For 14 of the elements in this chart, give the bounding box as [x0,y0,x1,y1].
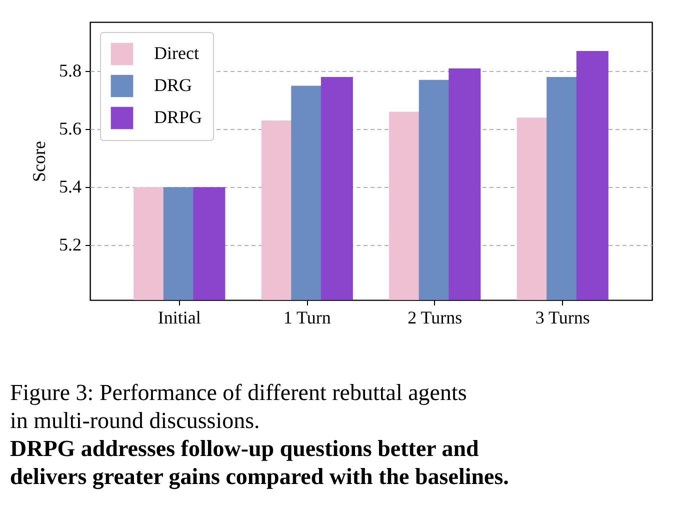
legend-label: DRPG [154,107,202,127]
x-tick-label: 1 Turn [283,308,331,328]
x-tick-label: 3 Turns [535,308,590,328]
y-tick-label: 5.8 [59,60,82,81]
x-tick-label: Initial [158,308,201,328]
y-axis-title: Score [29,141,49,182]
x-tick-label: 2 Turns [408,308,462,328]
y-tick-label: 5.6 [59,118,82,139]
text: DRPG addresses follow-up questions better and delivers greater gains compared with the baselines. [10,436,509,490]
legend-label: Direct [154,43,199,63]
y-tick-label: 5.4 [59,176,82,197]
caption: Figure 3: Performance of different rebuttal agents in multi-round discussions. [10,380,467,433]
y-tick-label: 5.2 [59,234,82,254]
legend-label: DRG [154,75,192,95]
